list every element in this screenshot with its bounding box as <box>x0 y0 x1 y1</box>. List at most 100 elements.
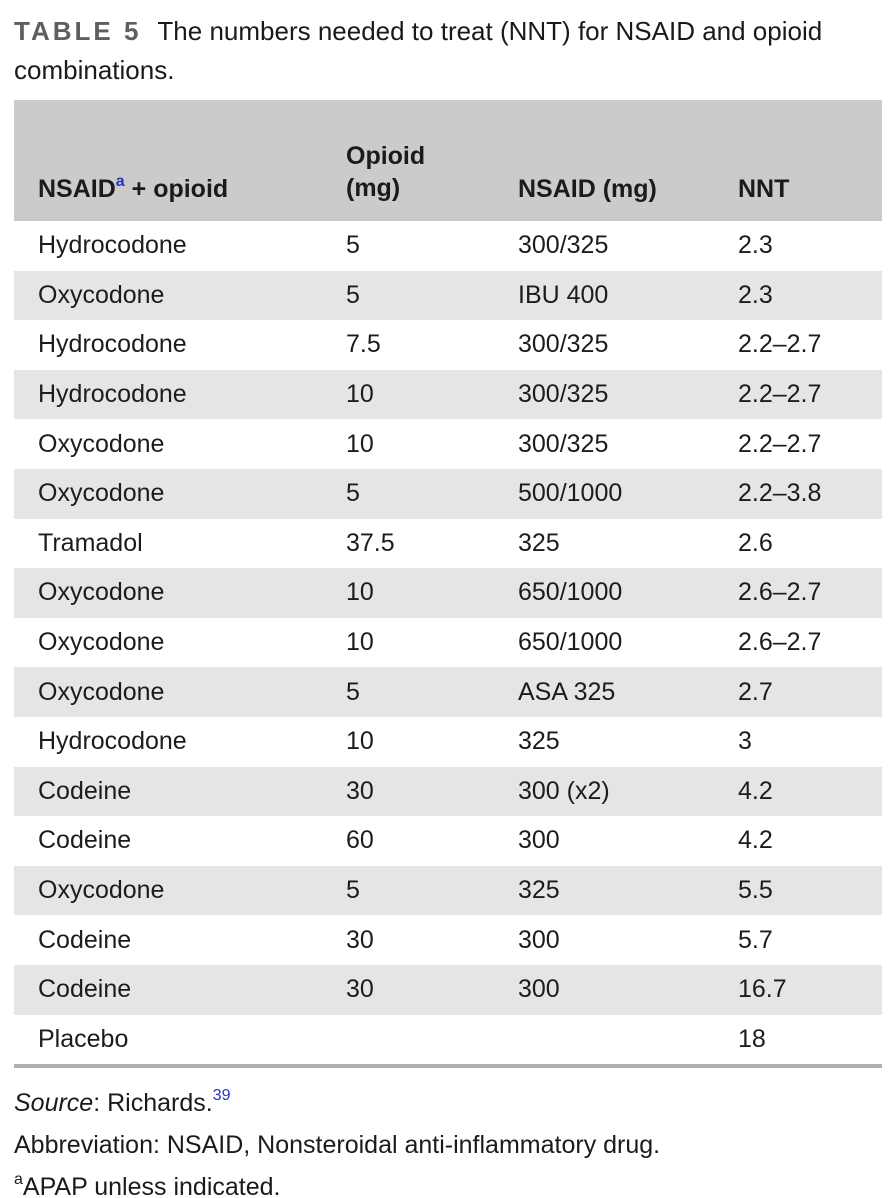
cell-combination: Codeine <box>38 826 132 855</box>
cell-opioid-mg: 10 <box>346 628 374 657</box>
cell-opioid-mg: 5 <box>346 876 360 905</box>
footnote-a-marker: a <box>14 1170 23 1188</box>
cell-nsaid-mg: 650/1000 <box>518 578 623 607</box>
cell-combination: Oxycodone <box>38 578 165 607</box>
col-header-nsaid-text: NSAID <box>38 175 116 203</box>
table-row: Oxycodone 10 300/325 2.2–2.7 <box>14 419 882 469</box>
citation-39-link[interactable]: 39 <box>212 1086 231 1104</box>
apap-footnote: aAPAP unless indicated. <box>14 1166 882 1198</box>
apap-footnote-text: APAP unless indicated. <box>22 1173 281 1198</box>
cell-combination: Oxycodone <box>38 429 165 458</box>
cell-nnt: 2.2–2.7 <box>738 429 822 458</box>
cell-opioid-mg: 30 <box>346 975 374 1004</box>
cell-nsaid-mg: 325 <box>518 876 560 905</box>
cell-nnt: 18 <box>738 1024 766 1053</box>
cell-combination: Oxycodone <box>38 280 165 309</box>
cell-nnt: 2.6 <box>738 528 773 557</box>
cell-nnt: 5.5 <box>738 876 773 905</box>
cell-opioid-mg: 5 <box>346 479 360 508</box>
cell-nsaid-mg: 500/1000 <box>518 479 623 508</box>
cell-nsaid-mg: 300 (x2) <box>518 776 610 805</box>
cell-nsaid-mg: 300 <box>518 925 560 954</box>
cell-combination: Oxycodone <box>38 876 165 905</box>
table-footnotes: Source: Richards.39 Abbreviation: NSAID,… <box>14 1082 882 1198</box>
cell-opioid-mg: 5 <box>346 280 360 309</box>
col-header-opioid-mg: Opioid (mg) <box>346 100 518 221</box>
cell-nsaid-mg: IBU 400 <box>518 280 609 309</box>
cell-combination: Codeine <box>38 925 132 954</box>
cell-combination: Hydrocodone <box>38 330 187 359</box>
col-header-nsaid-mg: NSAID (mg) <box>518 100 738 221</box>
table-body: Hydrocodone 5 300/325 2.3 Oxycodone 5 IBU 400 2… <box>14 221 882 1066</box>
cell-nsaid-mg: 300/325 <box>518 429 609 458</box>
cell-opioid-mg: 60 <box>346 826 374 855</box>
col-header-opioid-text: + opioid <box>124 175 229 203</box>
cell-combination: Placebo <box>38 1024 129 1053</box>
cell-nsaid-mg <box>518 1015 738 1067</box>
cell-opioid-mg: 37.5 <box>346 528 395 557</box>
cell-nsaid-mg: 325 <box>518 528 560 557</box>
source-label: Source <box>14 1089 94 1118</box>
cell-opioid-mg: 10 <box>346 380 374 409</box>
cell-opioid-mg <box>346 1015 518 1067</box>
table-row: Oxycodone 10 650/1000 2.6–2.7 <box>14 568 882 618</box>
nnt-table: NSAIDa + opioid Opioid (mg) NSAID (mg) N… <box>14 100 882 1069</box>
table-row: Hydrocodone 7.5 300/325 2.2–2.7 <box>14 320 882 370</box>
cell-opioid-mg: 5 <box>346 677 360 706</box>
cell-opioid-mg: 5 <box>346 231 360 260</box>
table-title: The numbers needed to treat (NNT) for NS… <box>14 16 823 85</box>
footnote-a-link[interactable]: a <box>115 172 125 190</box>
cell-nnt: 2.6–2.7 <box>738 578 822 607</box>
cell-nsaid-mg: 300/325 <box>518 380 609 409</box>
cell-combination: Oxycodone <box>38 628 165 657</box>
cell-nnt: 2.6–2.7 <box>738 628 822 657</box>
cell-opioid-mg: 7.5 <box>346 330 381 359</box>
table-row: Codeine 60 300 4.2 <box>14 816 882 866</box>
cell-nnt: 5.7 <box>738 925 773 954</box>
table-row: Codeine 30 300 (x2) 4.2 <box>14 766 882 817</box>
cell-nnt: 4.2 <box>738 776 773 805</box>
cell-combination: Hydrocodone <box>38 380 187 409</box>
cell-combination: Hydrocodone <box>38 727 187 756</box>
cell-nnt: 4.2 <box>738 826 773 855</box>
cell-combination: Codeine <box>38 776 132 805</box>
cell-nnt: 16.7 <box>738 975 787 1004</box>
header-row: NSAIDa + opioid Opioid (mg) NSAID (mg) N… <box>14 100 882 221</box>
cell-nnt: 2.3 <box>738 280 773 309</box>
cell-nnt: 2.3 <box>738 231 773 260</box>
table-number-label: TABLE 5 <box>14 16 142 46</box>
table-row: Placebo 18 <box>14 1015 882 1067</box>
cell-nsaid-mg: 300/325 <box>518 231 609 260</box>
table-row: Oxycodone 5 325 5.5 <box>14 865 882 916</box>
table-row: Codeine 30 300 5.7 <box>14 915 882 965</box>
table-header: NSAIDa + opioid Opioid (mg) NSAID (mg) N… <box>14 100 882 221</box>
cell-nsaid-mg: 650/1000 <box>518 628 623 657</box>
cell-combination: Oxycodone <box>38 479 165 508</box>
table-caption: TABLE 5 The numbers needed to treat (NNT)… <box>14 12 882 90</box>
cell-nsaid-mg: 325 <box>518 727 560 756</box>
source-text: : Richards. <box>93 1089 213 1118</box>
cell-opioid-mg: 10 <box>346 727 374 756</box>
cell-nnt: 3 <box>738 727 752 756</box>
cell-nnt: 2.2–3.8 <box>738 479 822 508</box>
col-header-nsaid-opioid: NSAIDa + opioid <box>14 100 346 221</box>
cell-opioid-mg: 30 <box>346 925 374 954</box>
abbreviation-note: Abbreviation: NSAID, Nonsteroidal anti-i… <box>14 1131 661 1160</box>
cell-opioid-mg: 10 <box>346 429 374 458</box>
table-row: Codeine 30 300 16.7 <box>14 964 882 1015</box>
cell-combination: Codeine <box>38 975 132 1004</box>
col-header-opioid-mg-line2: (mg) <box>346 174 401 202</box>
cell-nnt: 2.2–2.7 <box>738 380 822 409</box>
cell-nsaid-mg: 300 <box>518 975 560 1004</box>
cell-nsaid-mg: ASA 325 <box>518 677 616 706</box>
cell-opioid-mg: 30 <box>346 776 374 805</box>
cell-combination: Oxycodone <box>38 677 165 706</box>
cell-opioid-mg: 10 <box>346 578 374 607</box>
table-row: Oxycodone 5 IBU 400 2.3 <box>14 270 882 321</box>
table-row: Hydrocodone 10 300/325 2.2–2.7 <box>14 369 882 420</box>
cell-nsaid-mg: 300 <box>518 826 560 855</box>
cell-nnt: 2.7 <box>738 677 773 706</box>
cell-combination: Hydrocodone <box>38 231 187 260</box>
source-note: Source: Richards.39 <box>14 1082 882 1124</box>
